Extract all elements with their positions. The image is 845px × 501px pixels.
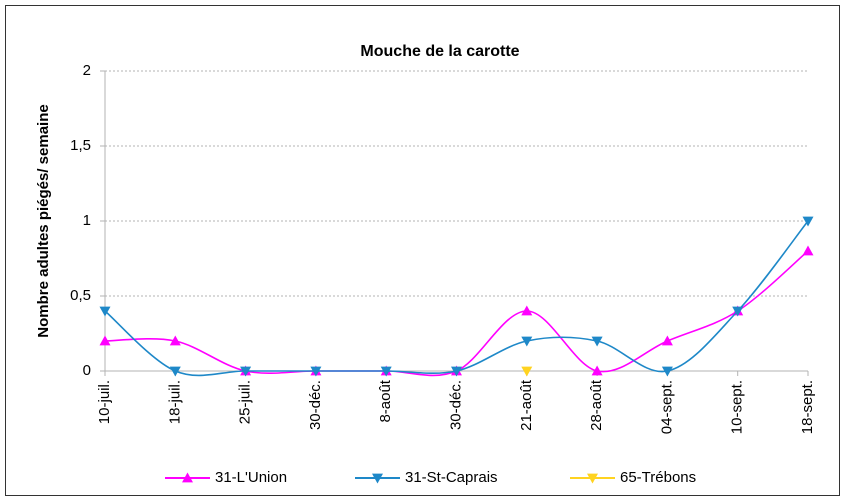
- marker: [99, 306, 111, 317]
- legend-label: 65-Trébons: [620, 469, 696, 486]
- y-tick-label: 1,5: [70, 137, 91, 154]
- x-tick-label: 28-août: [588, 379, 605, 431]
- marker: [521, 305, 533, 316]
- marker: [732, 306, 744, 317]
- marker: [310, 366, 322, 377]
- marker: [802, 245, 814, 256]
- y-tick-label: 2: [83, 62, 91, 79]
- legend-marker: [587, 473, 598, 484]
- x-tick-label: 25-juil.: [237, 380, 254, 424]
- legend-marker: [372, 473, 383, 484]
- marker: [169, 335, 181, 346]
- marker: [99, 335, 111, 346]
- x-tick-label: 30-déc.: [447, 380, 464, 430]
- legend-label: 31-St-Caprais: [405, 469, 498, 486]
- marker: [661, 366, 673, 377]
- y-tick-label: 1: [83, 212, 91, 229]
- chart-border: [5, 5, 840, 496]
- marker: [591, 365, 603, 376]
- series-line: [104, 250, 809, 377]
- marker: [169, 366, 181, 377]
- marker: [451, 366, 462, 377]
- x-tick-label: 21-août: [518, 379, 535, 431]
- chart-title: Mouche de la carotte: [360, 43, 519, 60]
- marker: [661, 335, 673, 346]
- marker: [802, 216, 814, 227]
- x-tick-label: 18-juil.: [166, 380, 183, 424]
- y-tick-label: 0: [83, 362, 91, 379]
- x-tick-label: 04-sept.: [658, 380, 675, 434]
- x-tick-label: 10-juil.: [96, 380, 113, 424]
- legend-label: 31-L'Union: [215, 469, 287, 486]
- marker: [521, 336, 533, 347]
- y-axis-label: Nombre adultes piégés/ semaine: [35, 104, 52, 337]
- x-tick-label: 8-août: [377, 379, 394, 422]
- y-tick-label: 0,5: [70, 287, 91, 304]
- marker: [591, 336, 603, 347]
- x-tick-label: 10-sept.: [729, 380, 746, 434]
- x-tick-label: 18-sept.: [799, 380, 816, 434]
- marker: [380, 366, 392, 377]
- marker: [521, 366, 533, 377]
- marker: [240, 366, 252, 377]
- x-tick-label: 30-déc.: [307, 380, 324, 430]
- series-line: [104, 220, 809, 377]
- legend-marker: [182, 472, 193, 483]
